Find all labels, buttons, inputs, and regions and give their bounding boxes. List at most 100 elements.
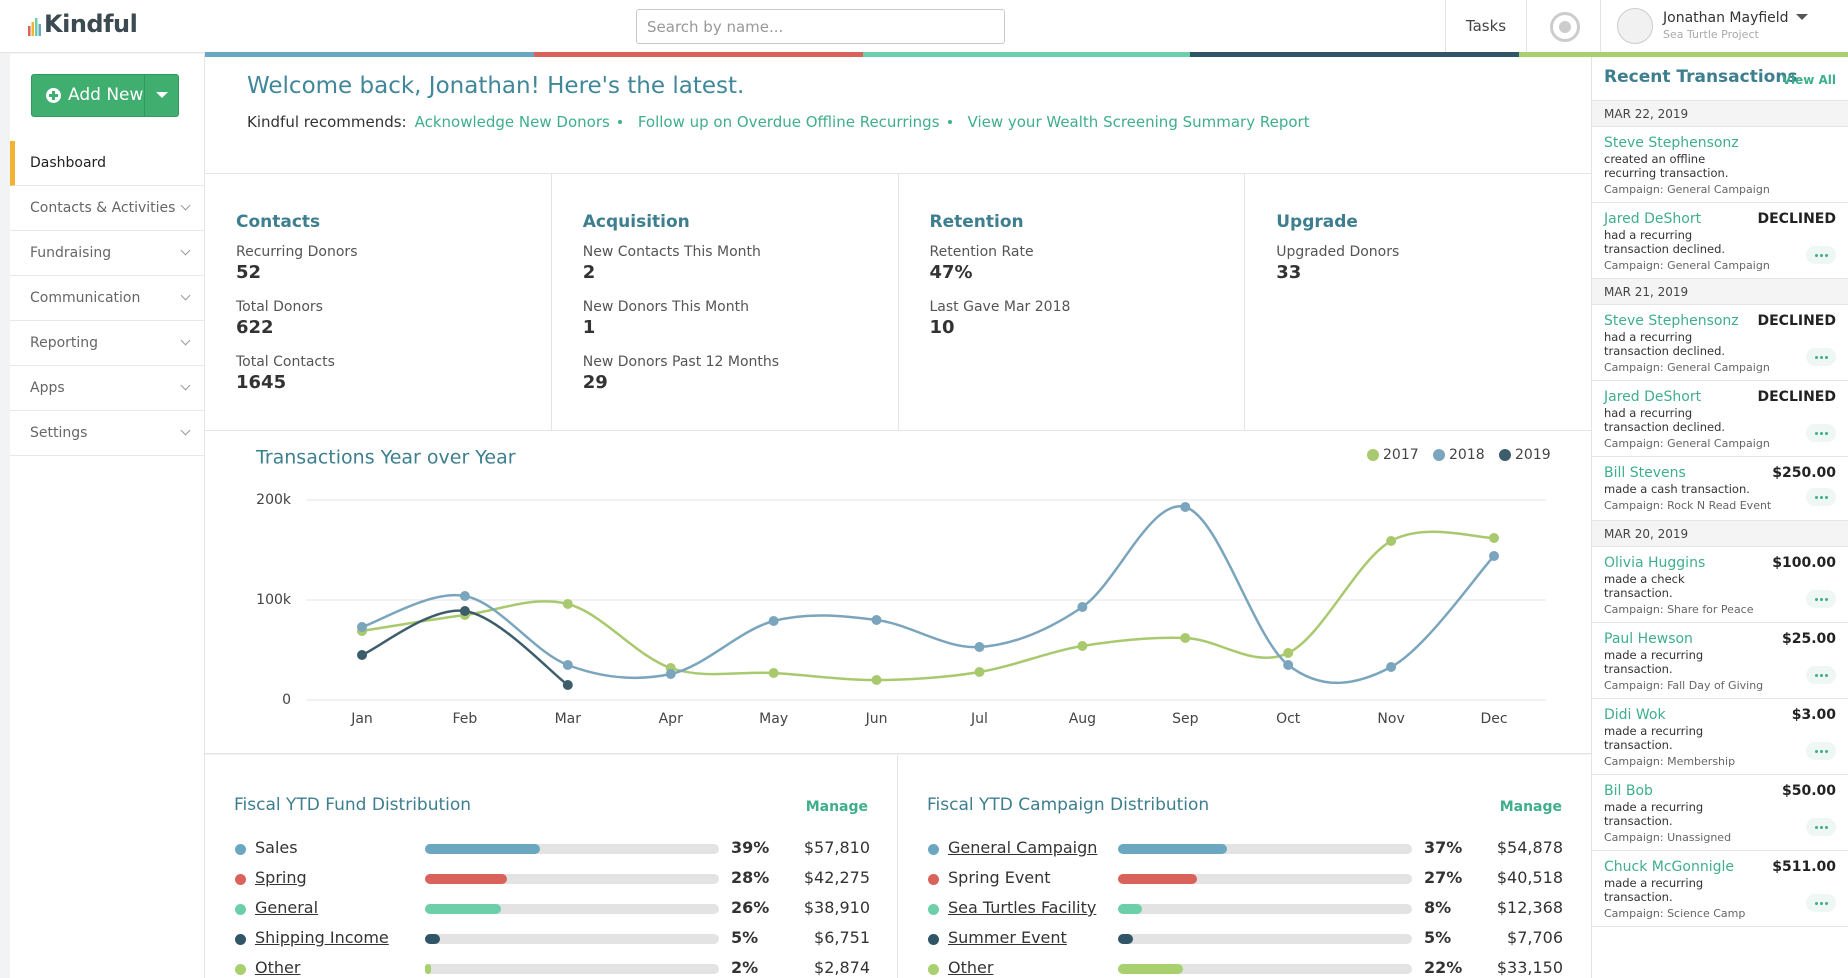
row-amount: $57,810: [803, 838, 870, 857]
row-pct: 8%: [1424, 898, 1452, 917]
row-amount: $2,874: [814, 958, 870, 977]
tx-desc: created an offline recurring transaction…: [1604, 152, 1729, 180]
tx-name[interactable]: Olivia Huggins: [1604, 555, 1706, 571]
row-name[interactable]: Sea Turtles Facility: [948, 898, 1097, 917]
bar-track: [425, 934, 719, 944]
manage-link[interactable]: Manage: [1499, 799, 1562, 815]
more-dot: [1819, 673, 1823, 677]
row-pct: 26%: [731, 898, 770, 917]
tx-name[interactable]: Paul Hewson: [1604, 631, 1693, 647]
user-menu[interactable]: Jonathan Mayfield Sea Turtle Project: [1600, 0, 1848, 53]
tx-campaign: Campaign: Share for Peace: [1604, 603, 1754, 616]
tx-name[interactable]: Chuck McGonnigle: [1604, 859, 1734, 875]
nav-item[interactable]: Dashboard: [10, 141, 205, 186]
tx-name[interactable]: Jared DeShort: [1604, 211, 1702, 227]
more-button[interactable]: [1806, 742, 1836, 760]
tx-desc: made a cash transaction.: [1604, 482, 1750, 496]
add-new-button[interactable]: Add New: [31, 74, 179, 117]
tx-status: $511.00: [1772, 859, 1836, 875]
row-name[interactable]: Other: [948, 958, 994, 977]
stat-value: 52: [236, 262, 262, 283]
more-button[interactable]: [1806, 348, 1836, 366]
row-dot: [928, 934, 939, 945]
tx-name[interactable]: Jared DeShort: [1604, 389, 1702, 405]
tx-status: DECLINED: [1757, 389, 1837, 405]
recommend-link[interactable]: Acknowledge New Donors: [414, 113, 610, 131]
more-button[interactable]: [1806, 590, 1836, 608]
dist-row: Other 2% $2,874: [205, 956, 898, 978]
row-name: Spring Event: [948, 868, 1051, 887]
bar-fill: [425, 844, 540, 854]
search-input[interactable]: Search by name...: [636, 9, 1005, 44]
more-button[interactable]: [1806, 894, 1836, 912]
tx-name[interactable]: Bill Stevens: [1604, 465, 1686, 481]
x-tick-label: Feb: [453, 711, 478, 727]
row-pct: 22%: [1424, 958, 1463, 977]
recommendations: Kindful recommends: Acknowledge New Donor…: [247, 113, 1310, 131]
dist-row: Shipping Income 5% $6,751: [205, 926, 898, 952]
tx-name[interactable]: Bil Bob: [1604, 783, 1653, 799]
nav-item[interactable]: Apps: [10, 366, 205, 411]
recommend-link[interactable]: View your Wealth Screening Summary Repor…: [967, 113, 1310, 131]
nav-item[interactable]: Communication: [10, 276, 205, 321]
row-amount: $7,706: [1507, 928, 1563, 947]
more-dot: [1819, 495, 1823, 499]
stat-card: Upgrade Upgraded Donors 33: [1245, 174, 1591, 430]
row-name[interactable]: General: [255, 898, 319, 917]
logo-icon: [28, 18, 41, 36]
more-button[interactable]: [1806, 424, 1836, 442]
logo[interactable]: Kindful: [44, 10, 138, 38]
more-dot: [1819, 355, 1823, 359]
tx-campaign: Campaign: General Campaign: [1604, 183, 1770, 196]
data-point: [1489, 533, 1499, 543]
tx-name[interactable]: Didi Wok: [1604, 707, 1666, 723]
bar-track: [425, 844, 719, 854]
separator-dot: [617, 120, 622, 124]
more-button[interactable]: [1806, 246, 1836, 264]
row-name[interactable]: Shipping Income: [255, 928, 389, 947]
nav-item[interactable]: Contacts & Activities: [10, 186, 205, 231]
legend-dot: [1499, 449, 1511, 461]
tx-desc: had a recurring transaction declined.: [1604, 228, 1726, 256]
y-tick-label: 100k: [256, 592, 292, 608]
more-dot: [1824, 749, 1828, 753]
tx-desc: made a recurring transaction.: [1604, 876, 1704, 904]
status-icon[interactable]: [1550, 12, 1580, 42]
chart: Transactions Year over Year 0 100k 200k Jan…: [205, 431, 1591, 754]
row-name[interactable]: General Campaign: [948, 838, 1098, 857]
more-dot: [1819, 597, 1823, 601]
tx-desc: made a recurring transaction.: [1604, 724, 1704, 752]
legend-dot: [1367, 449, 1379, 461]
nav-item[interactable]: Settings: [10, 411, 205, 456]
data-point: [357, 622, 367, 632]
bar-fill: [1118, 844, 1227, 854]
manage-link[interactable]: Manage: [805, 799, 868, 815]
transactions-header: Recent Transactions View All: [1592, 57, 1848, 101]
more-dot: [1814, 253, 1818, 257]
tx-name[interactable]: Steve Stephensonz: [1604, 135, 1739, 151]
tasks-button[interactable]: Tasks: [1445, 0, 1527, 53]
more-button[interactable]: [1806, 666, 1836, 684]
row-name[interactable]: Summer Event: [948, 928, 1067, 947]
data-point: [1180, 633, 1191, 643]
tx-campaign: Campaign: Science Camp: [1604, 907, 1746, 920]
header: Kindful Search by name... Tasks Jonathan…: [0, 0, 1848, 53]
row-name[interactable]: Spring: [255, 868, 307, 887]
row-name[interactable]: Other: [255, 958, 301, 977]
dist-row: Other 22% $33,150: [898, 956, 1591, 978]
recommend-link[interactable]: Follow up on Overdue Offline Recurrings: [637, 113, 940, 131]
view-all-link[interactable]: View All: [1781, 73, 1836, 87]
tx-campaign: Campaign: Fall Day of Giving: [1604, 679, 1764, 692]
recent-transactions: Recent Transactions View All MAR 22, 201…: [1591, 57, 1848, 978]
bar-track: [425, 874, 719, 884]
tx-name[interactable]: Steve Stephensonz: [1604, 313, 1739, 329]
dist-title: Fiscal YTD Campaign Distribution: [927, 795, 1210, 815]
y-tick-label: 0: [282, 692, 291, 708]
chart-title: Transactions Year over Year: [255, 447, 516, 469]
nav-item[interactable]: Fundraising: [10, 231, 205, 276]
more-button[interactable]: [1806, 488, 1836, 506]
more-button[interactable]: [1806, 818, 1836, 836]
nav-item[interactable]: Reporting: [10, 321, 205, 366]
data-point: [357, 650, 367, 660]
